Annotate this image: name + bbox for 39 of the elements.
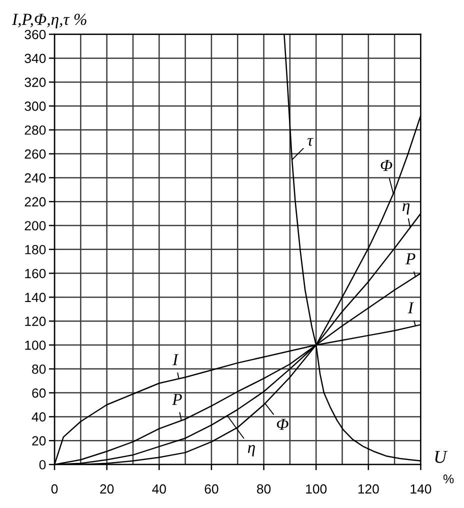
y-tick-label: 40 (32, 412, 46, 422)
y-tick-label: 80 (32, 364, 46, 374)
y-axis-title: I,P,Φ,η,τ % (12, 14, 86, 28)
x-tick-label: 60 (204, 484, 218, 494)
annotation: P (405, 253, 416, 264)
y-tick-label: 100 (25, 340, 46, 350)
y-tick-label: 180 (25, 244, 46, 254)
y-tick-label: 340 (24, 54, 46, 64)
x-tick-label: 140 (410, 484, 432, 494)
y-tick-label: 120 (25, 316, 46, 326)
y-tick-label: 200 (24, 221, 46, 230)
x-tick-label: 100 (306, 484, 327, 494)
x-tick-label: 0 (51, 484, 58, 494)
y-tick-label: 300 (24, 102, 46, 111)
x-axis-title: U (435, 450, 448, 463)
annotation: Φ (380, 160, 392, 171)
x-tick-label: 80 (257, 484, 271, 494)
annotation: Φ (276, 418, 288, 430)
x-tick-label: 20 (100, 484, 114, 494)
y-tick-label: 280 (24, 125, 46, 135)
y-tick-label: 0 (39, 460, 46, 470)
y-tick-label: 140 (25, 292, 46, 302)
annotation: I (408, 302, 414, 314)
y-tick-label: 320 (24, 78, 46, 88)
y-tick-label: 360 (24, 30, 46, 40)
text: % (443, 474, 454, 484)
y-tick-label: 20 (32, 436, 46, 446)
annotation: η (402, 203, 410, 215)
annotation: P (172, 394, 182, 405)
y-tick-label: 60 (32, 388, 46, 398)
y-tick-label: 260 (24, 149, 46, 159)
annotation: I (172, 354, 179, 366)
x-tick-label: 40 (152, 484, 166, 494)
y-tick-label: 240 (24, 173, 46, 183)
x-tick-label: 120 (358, 484, 379, 494)
y-tick-label: 160 (25, 268, 46, 278)
annotation: η (248, 444, 255, 456)
annotation: τ (307, 138, 314, 146)
y-tick-label: 220 (24, 197, 46, 207)
